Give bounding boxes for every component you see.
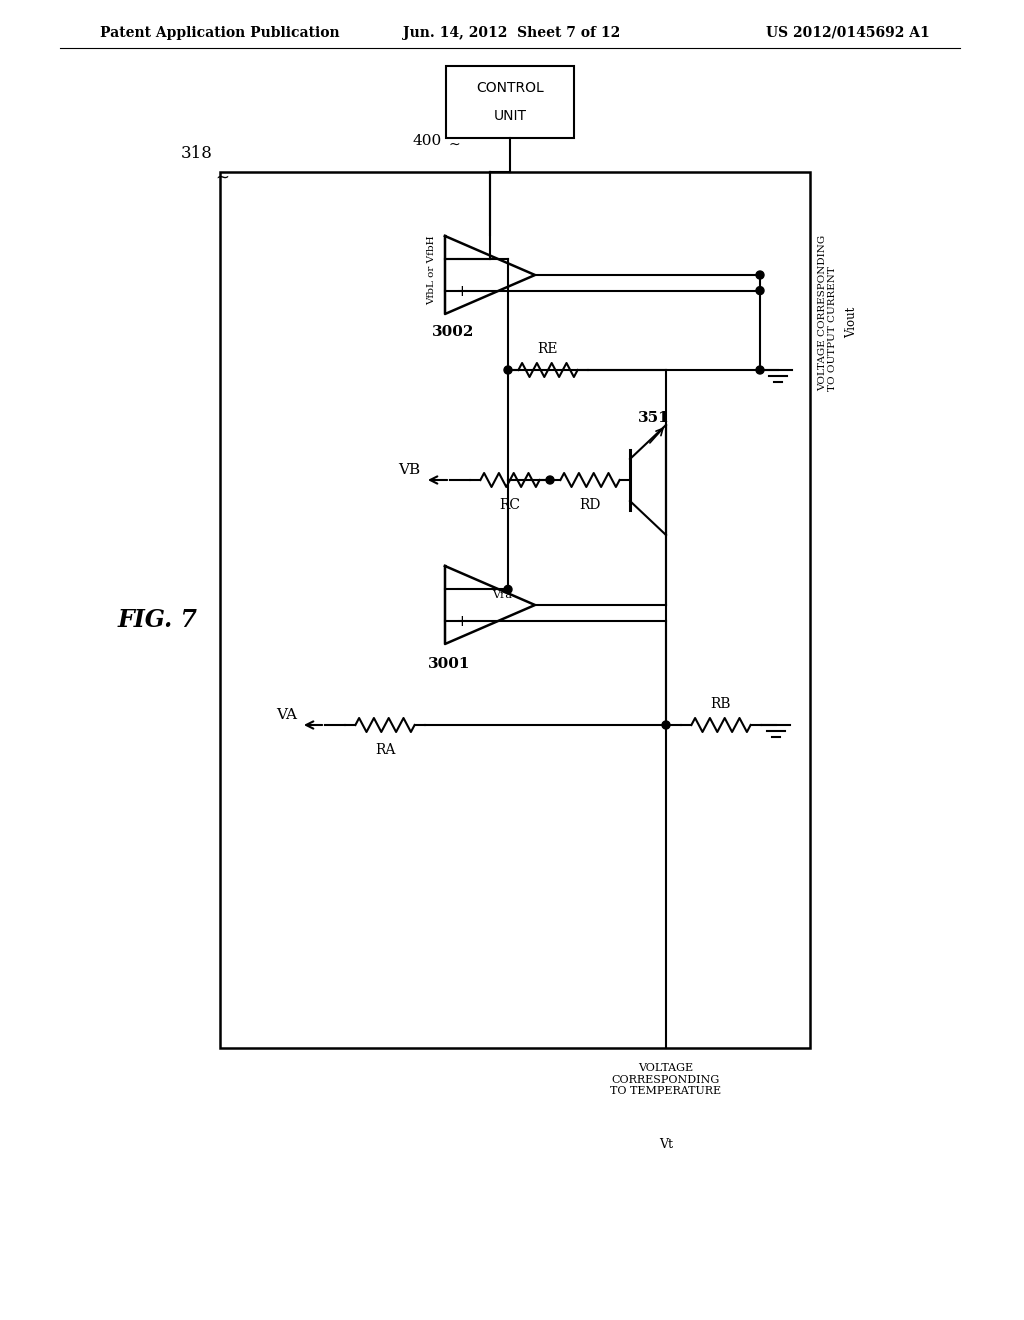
Text: FIG. 7: FIG. 7	[118, 609, 198, 632]
Circle shape	[662, 721, 670, 729]
Circle shape	[756, 271, 764, 279]
Circle shape	[756, 286, 764, 294]
Circle shape	[756, 366, 764, 374]
Text: RB: RB	[711, 697, 731, 711]
Text: Viout: Viout	[846, 306, 858, 338]
Text: CONTROL: CONTROL	[476, 81, 544, 95]
Circle shape	[504, 585, 512, 594]
Circle shape	[546, 477, 554, 484]
Text: 351: 351	[638, 411, 670, 425]
Text: VB: VB	[398, 463, 420, 477]
Text: ~: ~	[449, 139, 460, 152]
Text: Patent Application Publication: Patent Application Publication	[100, 26, 340, 40]
Text: RA: RA	[375, 743, 395, 756]
Text: VOLTAGE
CORRESPONDING
TO TEMPERATURE: VOLTAGE CORRESPONDING TO TEMPERATURE	[610, 1063, 722, 1096]
Text: -: -	[455, 581, 461, 595]
Text: RC: RC	[500, 498, 520, 512]
Text: RD: RD	[580, 498, 601, 512]
Bar	[220, 172, 810, 1048]
Text: RE: RE	[538, 342, 558, 356]
Text: US 2012/0145692 A1: US 2012/0145692 A1	[766, 26, 930, 40]
Bar	[446, 66, 574, 139]
Circle shape	[504, 366, 512, 374]
Text: Vt: Vt	[659, 1138, 673, 1151]
Text: VA: VA	[276, 708, 297, 722]
Text: 3001: 3001	[428, 657, 470, 671]
Text: +: +	[455, 614, 468, 630]
Text: 318: 318	[181, 145, 213, 162]
Text: +: +	[455, 284, 468, 300]
Text: UNIT: UNIT	[494, 110, 526, 123]
Text: 3002: 3002	[432, 325, 474, 339]
Text: -: -	[455, 251, 461, 265]
Text: Vra: Vra	[492, 590, 512, 601]
Text: VfbL or VfbH: VfbL or VfbH	[427, 235, 436, 305]
Text: VOLTAGE CORRESPONDING
TO OUTPUT CURRENT: VOLTAGE CORRESPONDING TO OUTPUT CURRENT	[818, 235, 838, 391]
Text: Jun. 14, 2012  Sheet 7 of 12: Jun. 14, 2012 Sheet 7 of 12	[403, 26, 621, 40]
Text: ~: ~	[215, 169, 229, 187]
Text: 400: 400	[413, 135, 442, 148]
